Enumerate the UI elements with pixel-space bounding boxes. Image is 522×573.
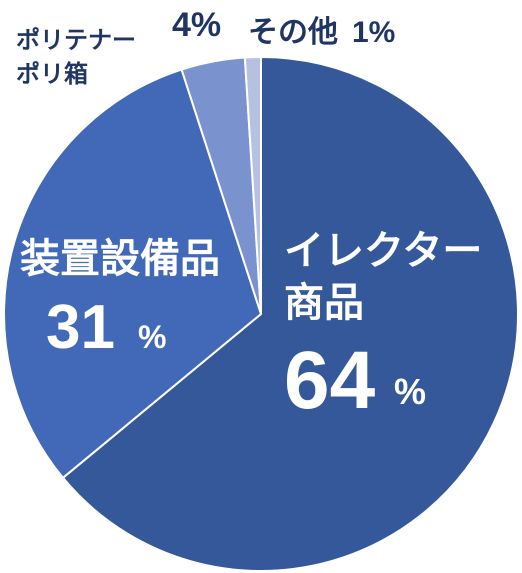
pie-slices	[3, 55, 519, 572]
slice-label-politener-line1: ポリテナー	[16, 26, 136, 54]
slice-value-politener: 4%	[172, 6, 221, 44]
pie-slice-electa	[61, 55, 519, 572]
slice-label-electa-line1: イレクター	[284, 229, 482, 273]
slice-value-electa: 64	[284, 335, 376, 426]
slice-value-equipment: 31	[46, 293, 115, 362]
slice-unit-equipment: %	[138, 319, 166, 355]
slice-label-other: その他	[248, 16, 338, 49]
slice-label-equipment: 装置設備品	[20, 237, 220, 281]
slice-label-electa-line2: 商品	[284, 281, 364, 325]
slice-label-politener-line2: ポリ箱	[16, 60, 88, 88]
pie-slice-equipment	[3, 68, 263, 480]
pie-slice-other	[243, 55, 262, 315]
slice-unit-electa: %	[394, 371, 426, 412]
slice-value-other: 1%	[352, 16, 395, 49]
